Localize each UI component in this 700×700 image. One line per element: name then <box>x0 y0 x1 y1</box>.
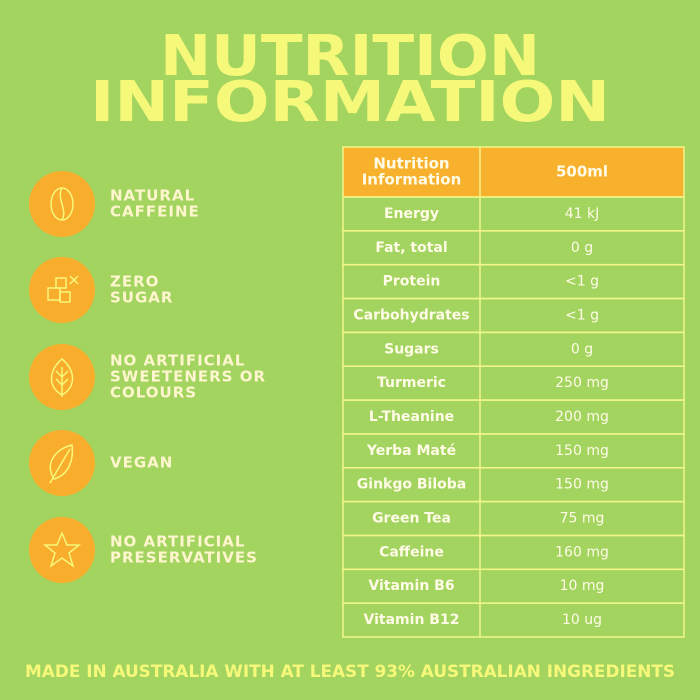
nutrient-amount: 41 kJ <box>565 206 600 222</box>
feature-label: PRESERVATIVES <box>110 549 258 567</box>
feature-icon <box>42 531 82 568</box>
nutrient-amount: 0 g <box>571 240 593 256</box>
feature-icon <box>49 444 74 484</box>
table-header: 500ml <box>556 163 608 181</box>
feature-label: NATURAL <box>110 187 195 205</box>
nutrient-name: Turmeric <box>377 375 446 391</box>
nutrient-name: Caffeine <box>379 544 444 560</box>
table-row <box>342 602 685 638</box>
feature-label: SUGAR <box>110 289 173 307</box>
feature-label: VEGAN <box>110 454 173 472</box>
table-header-bg <box>342 146 685 198</box>
nutrient-amount: 250 mg <box>555 375 609 391</box>
feature-icon <box>47 275 79 303</box>
nutrient-amount: 150 mg <box>555 477 609 493</box>
nutrient-name: Sugars <box>384 341 439 357</box>
nutrient-amount: 150 mg <box>555 443 609 459</box>
nutrient-name: Protein <box>383 274 441 290</box>
nutrient-amount: 0 g <box>571 341 593 357</box>
nutrient-name: Vitamin B6 <box>368 578 454 594</box>
nutrient-amount: 160 mg <box>555 544 609 560</box>
nutrient-amount: <1 g <box>565 274 599 290</box>
feature-circle <box>29 257 95 323</box>
feature-label: NO ARTIFICIAL <box>110 352 245 370</box>
feature-label: COLOURS <box>110 384 197 402</box>
feature-icon <box>50 358 74 397</box>
nutrient-amount: 200 mg <box>555 409 609 425</box>
nutrient-amount: 10 ug <box>562 612 602 628</box>
nutrient-name: Energy <box>384 206 439 222</box>
feature-label: NO ARTIFICIAL <box>110 533 245 551</box>
nutrient-name: Fat, total <box>375 240 447 256</box>
nutrient-amount: 75 mg <box>560 511 605 527</box>
feature-icon <box>50 187 74 221</box>
feature-label: SWEETENERS OR <box>110 368 266 386</box>
nutrient-name: Carbohydrates <box>353 307 469 323</box>
nutrient-name: Vitamin B12 <box>364 612 460 628</box>
nutrient-name: L-Theanine <box>369 409 454 425</box>
nutrient-name: Ginkgo Biloba <box>357 477 466 493</box>
title-line: INFORMATION <box>90 70 610 135</box>
title-line: NUTRITION <box>160 24 540 89</box>
nutrient-name: Green Tea <box>372 511 451 527</box>
nutrient-amount: 10 mg <box>560 578 605 594</box>
nutrient-amount: <1 g <box>565 307 599 323</box>
feature-label: CAFFEINE <box>110 203 200 221</box>
feature-label: ZERO <box>110 273 159 291</box>
nutrient-name: Yerba Maté <box>366 443 456 459</box>
table-header: Nutrition <box>373 155 449 173</box>
table-header: Information <box>362 171 462 189</box>
footer: MADE IN AUSTRALIA WITH AT LEAST 93% AUST… <box>25 662 675 682</box>
feature-circle <box>29 517 95 583</box>
